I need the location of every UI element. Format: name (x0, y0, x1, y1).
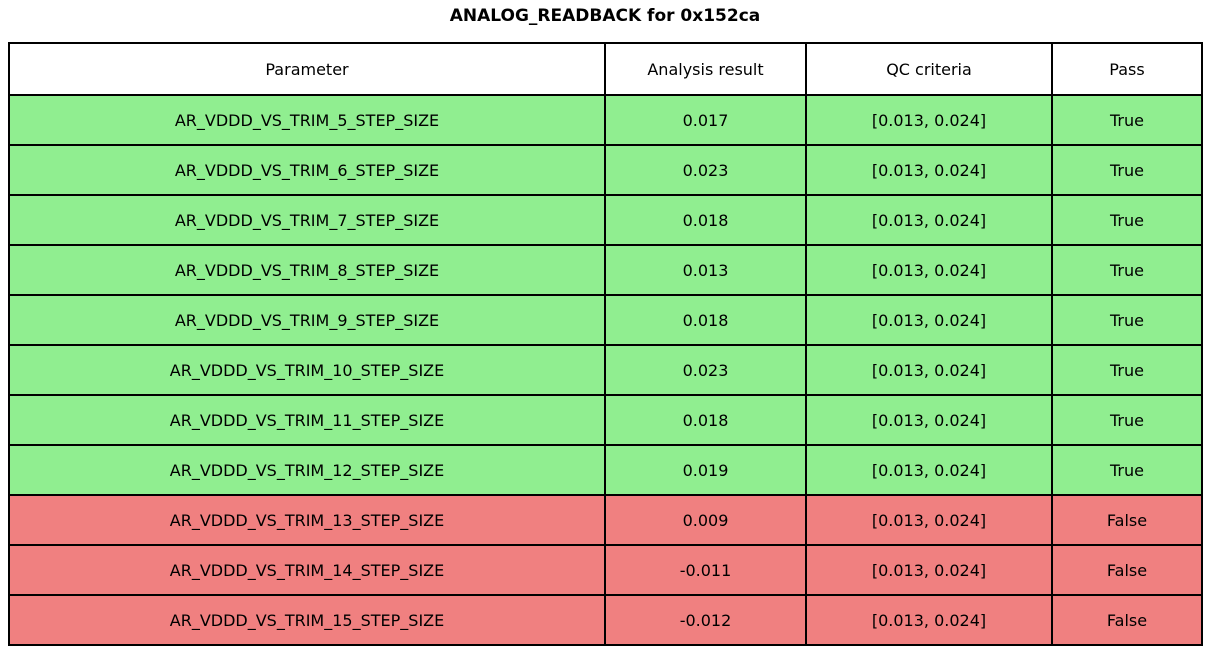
table-row: AR_VDDD_VS_TRIM_10_STEP_SIZE 0.023 [0.013,… (8, 344, 1203, 396)
qc-criteria-cell: [0.013, 0.024] (805, 294, 1053, 346)
parameter-cell: AR_VDDD_VS_TRIM_14_STEP_SIZE (8, 544, 606, 596)
table-row: AR_VDDD_VS_TRIM_6_STEP_SIZE 0.023 [0.013, … (8, 144, 1203, 196)
parameter-cell: AR_VDDD_VS_TRIM_9_STEP_SIZE (8, 294, 606, 346)
table-body: AR_VDDD_VS_TRIM_5_STEP_SIZE 0.017 [0.013, … (8, 94, 1203, 646)
analysis-result-cell: -0.011 (604, 544, 807, 596)
pass-cell: True (1051, 244, 1203, 296)
parameter-cell: AR_VDDD_VS_TRIM_11_STEP_SIZE (8, 394, 606, 446)
analysis-result-cell: 0.009 (604, 494, 807, 546)
parameter-cell: AR_VDDD_VS_TRIM_7_STEP_SIZE (8, 194, 606, 246)
parameter-cell: AR_VDDD_VS_TRIM_15_STEP_SIZE (8, 594, 606, 646)
pass-cell: False (1051, 494, 1203, 546)
qc-criteria-cell: [0.013, 0.024] (805, 494, 1053, 546)
header-row: Parameter Analysis result QC criteria Pa… (8, 42, 1203, 96)
table-row: AR_VDDD_VS_TRIM_15_STEP_SIZE -0.012 [0.013… (8, 594, 1203, 646)
analysis-result-cell: 0.017 (604, 94, 807, 146)
qc-results-table: Parameter Analysis result QC criteria Pa… (8, 42, 1203, 646)
col-header-analysis-result: Analysis result (604, 42, 807, 96)
analysis-result-cell: 0.023 (604, 144, 807, 196)
col-header-qc-criteria: QC criteria (805, 42, 1053, 96)
pass-cell: True (1051, 194, 1203, 246)
table-row: AR_VDDD_VS_TRIM_5_STEP_SIZE 0.017 [0.013, … (8, 94, 1203, 146)
pass-cell: False (1051, 544, 1203, 596)
pass-cell: True (1051, 294, 1203, 346)
parameter-cell: AR_VDDD_VS_TRIM_8_STEP_SIZE (8, 244, 606, 296)
table-row: AR_VDDD_VS_TRIM_11_STEP_SIZE 0.018 [0.013,… (8, 394, 1203, 446)
pass-cell: True (1051, 394, 1203, 446)
table-row: AR_VDDD_VS_TRIM_9_STEP_SIZE 0.018 [0.013, … (8, 294, 1203, 346)
parameter-cell: AR_VDDD_VS_TRIM_10_STEP_SIZE (8, 344, 606, 396)
col-header-pass: Pass (1051, 42, 1203, 96)
pass-cell: True (1051, 144, 1203, 196)
parameter-cell: AR_VDDD_VS_TRIM_6_STEP_SIZE (8, 144, 606, 196)
table-row: AR_VDDD_VS_TRIM_12_STEP_SIZE 0.019 [0.013,… (8, 444, 1203, 496)
qc-criteria-cell: [0.013, 0.024] (805, 194, 1053, 246)
page-title: ANALOG_READBACK for 0x152ca (449, 6, 761, 26)
analysis-result-cell: 0.013 (604, 244, 807, 296)
qc-criteria-cell: [0.013, 0.024] (805, 444, 1053, 496)
pass-cell: True (1051, 94, 1203, 146)
table-row: AR_VDDD_VS_TRIM_7_STEP_SIZE 0.018 [0.013, … (8, 194, 1203, 246)
analysis-result-cell: -0.012 (604, 594, 807, 646)
table-row: AR_VDDD_VS_TRIM_8_STEP_SIZE 0.013 [0.013, … (8, 244, 1203, 296)
qc-criteria-cell: [0.013, 0.024] (805, 594, 1053, 646)
table-row: AR_VDDD_VS_TRIM_13_STEP_SIZE 0.009 [0.013,… (8, 494, 1203, 546)
analysis-result-cell: 0.018 (604, 294, 807, 346)
qc-criteria-cell: [0.013, 0.024] (805, 344, 1053, 396)
qc-criteria-cell: [0.013, 0.024] (805, 94, 1053, 146)
pass-cell: True (1051, 444, 1203, 496)
qc-criteria-cell: [0.013, 0.024] (805, 544, 1053, 596)
analysis-result-cell: 0.019 (604, 444, 807, 496)
col-header-parameter: Parameter (8, 42, 606, 96)
qc-criteria-cell: [0.013, 0.024] (805, 144, 1053, 196)
parameter-cell: AR_VDDD_VS_TRIM_5_STEP_SIZE (8, 94, 606, 146)
analysis-result-cell: 0.018 (604, 394, 807, 446)
qc-criteria-cell: [0.013, 0.024] (805, 394, 1053, 446)
pass-cell: True (1051, 344, 1203, 396)
qc-criteria-cell: [0.013, 0.024] (805, 244, 1053, 296)
table-row: AR_VDDD_VS_TRIM_14_STEP_SIZE -0.011 [0.013… (8, 544, 1203, 596)
parameter-cell: AR_VDDD_VS_TRIM_12_STEP_SIZE (8, 444, 606, 496)
analysis-result-cell: 0.018 (604, 194, 807, 246)
analysis-result-cell: 0.023 (604, 344, 807, 396)
pass-cell: False (1051, 594, 1203, 646)
parameter-cell: AR_VDDD_VS_TRIM_13_STEP_SIZE (8, 494, 606, 546)
